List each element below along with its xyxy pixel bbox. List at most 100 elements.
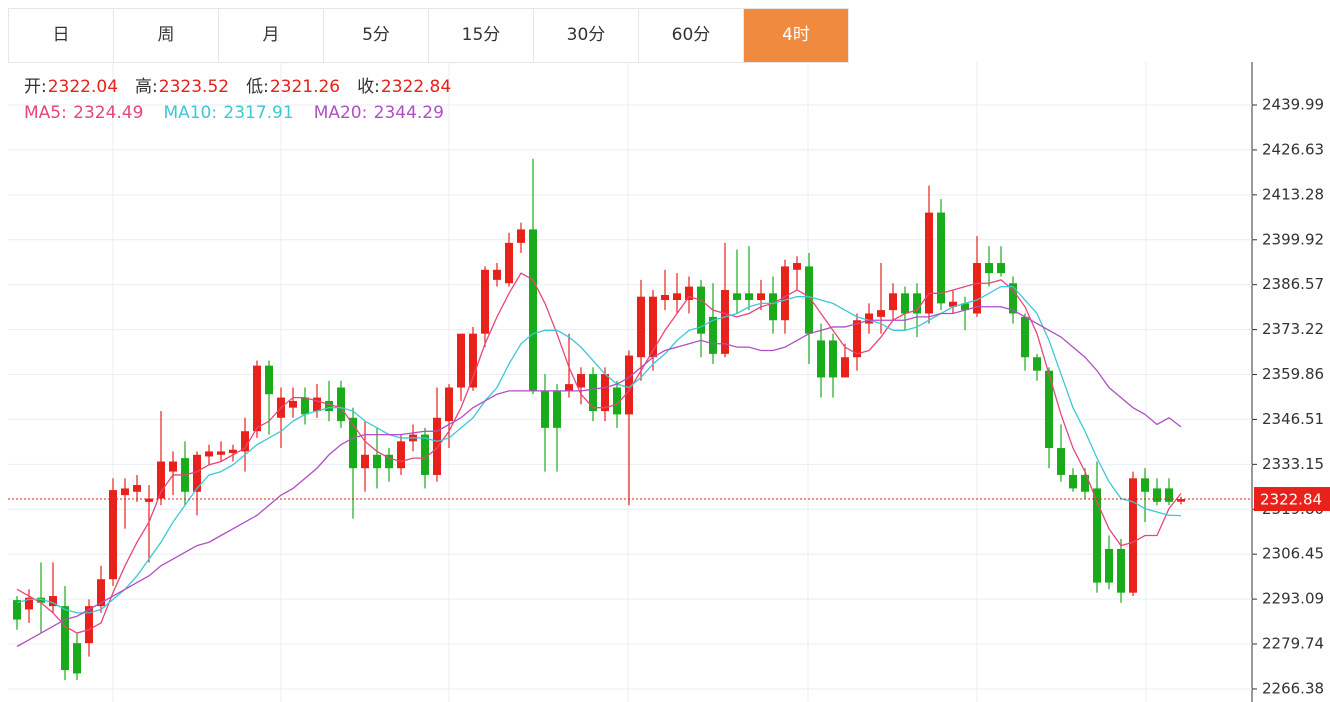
ma-legend-value: 2324.49 — [73, 103, 143, 123]
candle-body — [985, 263, 993, 274]
period-tab[interactable]: 4时 — [744, 8, 849, 63]
y-tick-label: 2293.09 — [1262, 590, 1324, 608]
candle-body — [1009, 283, 1017, 314]
candle-body — [697, 286, 705, 334]
candle-body — [853, 320, 861, 358]
period-tab[interactable]: 周 — [114, 8, 219, 63]
candle-body — [61, 606, 69, 671]
info-label: 收: — [357, 77, 380, 97]
time-grid — [112, 62, 1147, 702]
candle-body — [385, 454, 393, 469]
candle-body — [481, 269, 489, 334]
period-tab[interactable]: 60分 — [639, 8, 744, 63]
candle-body — [1105, 548, 1113, 583]
candle-body — [433, 417, 441, 475]
period-tabs: 日周月 5分 15分 30分 60分 4时 — [8, 8, 849, 63]
y-tick-label: 2399.92 — [1262, 230, 1324, 248]
candle-body — [961, 303, 969, 311]
candle-body — [1021, 316, 1029, 358]
y-tick-label: 2306.45 — [1262, 545, 1324, 563]
candle-body — [1081, 474, 1089, 492]
ma-legend-name: MA10 — [163, 103, 211, 123]
candle-body — [37, 597, 45, 603]
candle-body — [289, 400, 297, 408]
candle-body — [253, 365, 261, 432]
ma-legend-value: 2317.91 — [223, 103, 293, 123]
candle-body — [901, 293, 909, 314]
candle-body — [97, 579, 105, 607]
candle-body — [217, 451, 225, 455]
candle-body — [325, 400, 333, 412]
y-tick-label: 2426.63 — [1262, 140, 1324, 158]
candle-body — [577, 374, 585, 388]
candle-body — [997, 263, 1005, 274]
last-price-box — [1254, 487, 1330, 512]
candle-body — [457, 333, 465, 388]
candle-body — [1033, 357, 1041, 371]
candle-body — [373, 454, 381, 469]
candle-body — [841, 357, 849, 378]
candle-body — [1177, 499, 1185, 502]
candle-body — [361, 454, 369, 469]
candle-body — [937, 212, 945, 304]
candle-body — [157, 461, 165, 499]
ma-legend-value: 2344.29 — [374, 103, 444, 123]
candle-body — [421, 434, 429, 475]
candle-body — [649, 296, 657, 358]
y-tick-label: 2373.22 — [1262, 320, 1324, 338]
candle-body — [601, 374, 609, 412]
candle-body — [781, 266, 789, 321]
info-header: 开: 2322.04 高: 2323.52 低: 2321.26 收: 2322.84 MA5:… — [24, 77, 451, 123]
candle-body — [445, 387, 453, 422]
candle-body — [709, 316, 717, 354]
y-tick-label: 2279.74 — [1262, 635, 1324, 653]
candle-body — [49, 596, 57, 607]
candle-body — [805, 266, 813, 334]
period-tab[interactable]: 30分 — [534, 8, 639, 63]
period-tab[interactable]: 月 — [219, 8, 324, 63]
y-tick-label: 2359.86 — [1262, 365, 1324, 383]
candle-body — [673, 293, 681, 301]
candle-body — [121, 488, 129, 496]
y-tick-label: 2266.38 — [1262, 679, 1324, 697]
period-tab[interactable]: 5分 — [324, 8, 429, 63]
ma-legend-colon: : — [61, 103, 67, 123]
candle-body — [829, 340, 837, 378]
candle-body — [469, 333, 477, 388]
ma-line — [16, 306, 1182, 648]
candle-body — [637, 296, 645, 358]
candle-body — [721, 289, 729, 354]
candle-body — [337, 387, 345, 422]
last-price-label: 2322.84 — [1260, 491, 1322, 509]
candle-body — [505, 242, 513, 284]
candle-body — [541, 390, 549, 428]
candle-body — [757, 293, 765, 301]
candle-body — [265, 365, 273, 395]
candle-body — [169, 461, 177, 472]
y-tick-label: 2333.15 — [1262, 455, 1324, 473]
candle-body — [589, 374, 597, 412]
candle-body — [625, 355, 633, 415]
candle-body — [973, 263, 981, 314]
candle-body — [925, 212, 933, 314]
candle-body — [73, 643, 81, 674]
y-tick-label: 2439.99 — [1262, 95, 1324, 113]
candle-body — [109, 490, 117, 580]
candle-body — [1093, 488, 1101, 583]
info-value: 2322.04 — [48, 77, 118, 97]
candle-body — [733, 293, 741, 301]
candle-body — [769, 293, 777, 321]
candle-body — [613, 387, 621, 415]
info-label: 低: — [246, 77, 269, 97]
info-label: 开: — [24, 77, 47, 97]
candle-body — [913, 293, 921, 314]
candle-body — [817, 340, 825, 378]
period-tab[interactable]: 日 — [8, 8, 114, 63]
period-tab[interactable]: 15分 — [429, 8, 534, 63]
candle-body — [529, 229, 537, 391]
candle-body — [145, 498, 153, 502]
candle-body — [1129, 478, 1137, 593]
candle-body — [517, 229, 525, 243]
candle-body — [1117, 548, 1125, 593]
